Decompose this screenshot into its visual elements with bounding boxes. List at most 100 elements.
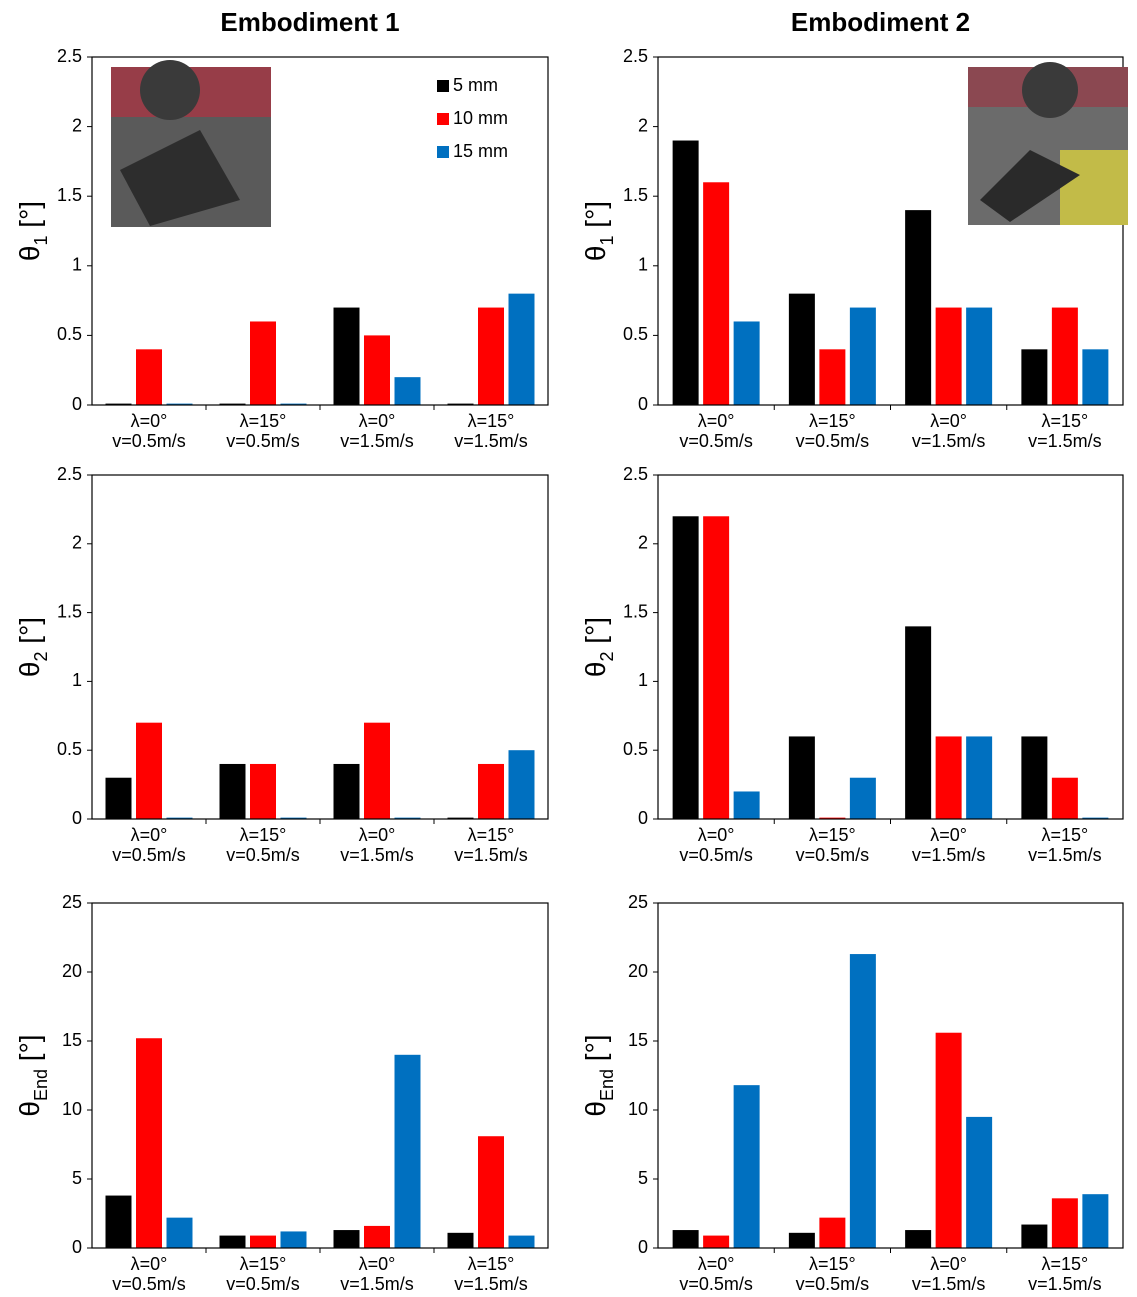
x-tick-label: v=1.5m/s — [912, 845, 986, 865]
inset-photo-2 — [968, 62, 1128, 225]
bar — [1052, 1198, 1078, 1248]
y-tick-label: 25 — [628, 892, 648, 912]
y-axis-label: θ1 [°] — [14, 201, 50, 261]
x-tick-label: v=1.5m/s — [912, 431, 986, 451]
y-tick-label: 10 — [628, 1099, 648, 1119]
y-tick-label: 0 — [638, 394, 648, 414]
x-tick-label: λ=0° — [930, 825, 967, 845]
x-tick-label: λ=15° — [1042, 1254, 1089, 1274]
bar — [220, 1236, 246, 1248]
y-tick-label: 0.5 — [623, 739, 648, 759]
y-axis-label: θ2 [°] — [14, 617, 50, 677]
bar — [1021, 736, 1047, 819]
bar — [673, 516, 699, 819]
y-label-subscript: 2 — [31, 651, 51, 661]
y-axis-label: θ1 [°] — [580, 201, 616, 261]
y-tick-label: 1.5 — [57, 185, 82, 205]
y-tick-label: 1 — [72, 255, 82, 275]
bar — [167, 1218, 193, 1248]
chart-title: Embodiment 1 — [220, 7, 399, 37]
y-tick-label: 0.5 — [57, 739, 82, 759]
x-tick-label: λ=15° — [468, 825, 515, 845]
bar — [789, 1233, 815, 1248]
y-label-subscript: 1 — [597, 235, 617, 245]
bar — [281, 1231, 307, 1248]
chart-title: Embodiment 2 — [791, 7, 970, 37]
bar — [1052, 778, 1078, 819]
bar — [364, 1226, 390, 1248]
x-tick-label: v=0.5m/s — [226, 431, 300, 451]
x-tick-label: v=1.5m/s — [340, 1274, 414, 1294]
x-tick-label: v=1.5m/s — [454, 431, 528, 451]
x-tick-label: λ=0° — [930, 1254, 967, 1274]
x-tick-label: v=0.5m/s — [796, 845, 870, 865]
bar — [1082, 349, 1108, 405]
x-tick-label: v=0.5m/s — [796, 1274, 870, 1294]
x-tick-label: v=0.5m/s — [679, 845, 753, 865]
bar — [106, 1196, 132, 1248]
bar — [850, 954, 876, 1248]
bar — [509, 1236, 535, 1248]
bar — [250, 321, 276, 405]
bar — [478, 1136, 504, 1248]
bar — [106, 778, 132, 819]
x-tick-label: v=1.5m/s — [1028, 431, 1102, 451]
y-tick-label: 1.5 — [623, 185, 648, 205]
bar — [673, 141, 699, 405]
x-tick-label: v=1.5m/s — [454, 1274, 528, 1294]
photo-detail — [1022, 62, 1078, 118]
y-label-subscript: End — [31, 1069, 51, 1101]
x-tick-label: λ=15° — [1042, 411, 1089, 431]
bar — [905, 1230, 931, 1248]
bar — [703, 182, 729, 405]
bar — [136, 1038, 162, 1248]
y-axis-label: θEnd [°] — [580, 1034, 616, 1116]
x-tick-label: v=0.5m/s — [226, 1274, 300, 1294]
bar — [136, 723, 162, 819]
bar — [334, 1230, 360, 1248]
bar — [364, 723, 390, 819]
x-tick-label: λ=15° — [468, 1254, 515, 1274]
bar — [364, 335, 390, 405]
x-tick-label: v=1.5m/s — [912, 1274, 986, 1294]
x-tick-label: λ=15° — [809, 825, 856, 845]
bar — [1021, 1225, 1047, 1248]
y-tick-label: 15 — [62, 1030, 82, 1050]
bar — [819, 1218, 845, 1248]
bar — [850, 308, 876, 405]
plot-frame — [658, 903, 1123, 1248]
legend-swatch — [437, 146, 449, 158]
y-tick-label: 2 — [638, 533, 648, 553]
y-tick-label: 0 — [72, 394, 82, 414]
bar — [673, 1230, 699, 1248]
bar — [478, 308, 504, 405]
y-tick-label: 2.5 — [57, 464, 82, 484]
y-tick-label: 0 — [638, 808, 648, 828]
y-tick-label: 25 — [62, 892, 82, 912]
bar — [703, 516, 729, 819]
legend-swatch — [437, 80, 449, 92]
y-tick-label: 1 — [638, 670, 648, 690]
legend-label: 10 mm — [453, 108, 508, 128]
y-label-symbol: θ — [580, 661, 611, 677]
x-tick-label: λ=0° — [359, 411, 396, 431]
bar — [509, 750, 535, 819]
bar — [395, 377, 421, 405]
y-tick-label: 20 — [628, 961, 648, 981]
x-tick-label: λ=0° — [131, 411, 168, 431]
y-tick-label: 2 — [72, 533, 82, 553]
bar — [448, 1233, 474, 1248]
y-tick-label: 20 — [62, 961, 82, 981]
y-axis-label: θ2 [°] — [580, 617, 616, 677]
bar — [789, 294, 815, 405]
x-tick-label: v=0.5m/s — [679, 431, 753, 451]
bar — [395, 1055, 421, 1248]
y-label-space — [14, 228, 45, 236]
bar — [220, 764, 246, 819]
y-tick-label: 1.5 — [57, 601, 82, 621]
bar — [734, 791, 760, 819]
y-label-unit: [°] — [14, 1034, 45, 1061]
bar — [936, 308, 962, 405]
legend-label: 5 mm — [453, 75, 498, 95]
x-tick-label: λ=0° — [930, 411, 967, 431]
